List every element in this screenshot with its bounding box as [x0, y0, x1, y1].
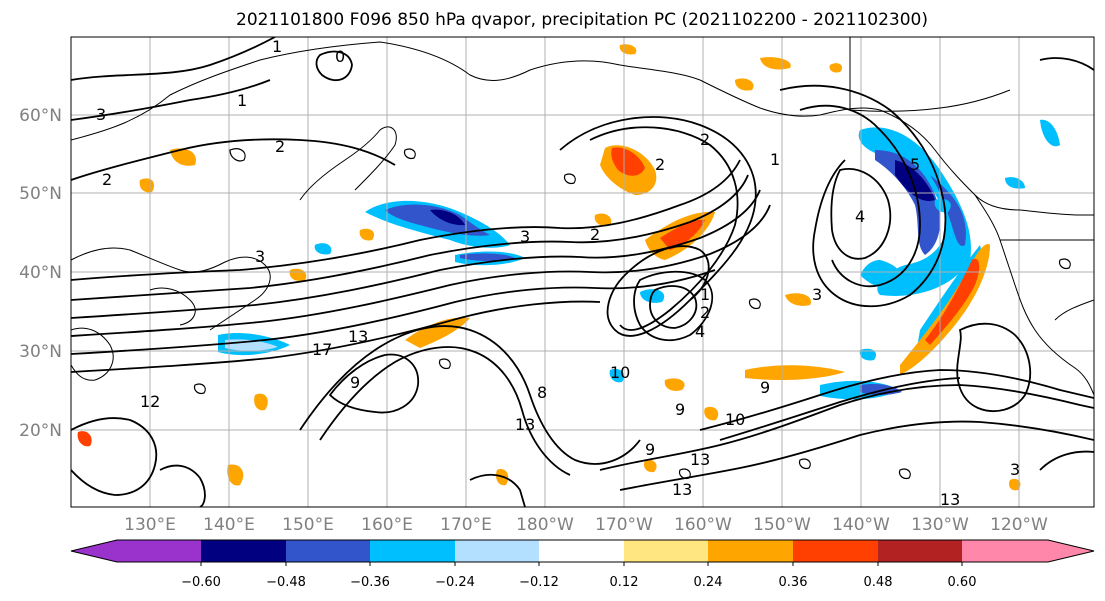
contour-label: 1 [770, 150, 780, 169]
colorbar-tick-label: −0.24 [435, 575, 475, 590]
colorbar-tick-label: −0.36 [350, 575, 390, 590]
contour-label: 8 [537, 383, 547, 402]
colorbar-segment [455, 540, 539, 562]
contour-label: 4 [855, 207, 865, 226]
latitude-labels: 60°N 50°N 40°N 30°N 20°N [19, 106, 62, 441]
contour-label: 3 [520, 227, 530, 246]
colorbar-segment [201, 540, 286, 562]
contour-label: 1 [272, 37, 282, 56]
lat-label: 50°N [19, 184, 62, 204]
contour-label: 3 [812, 285, 822, 304]
contour-label: 2 [275, 137, 285, 156]
colorbar-segment [71, 540, 201, 562]
colorbar-tick-label: −0.60 [181, 575, 221, 590]
contour-label: 2 [102, 170, 112, 189]
colorbar-segment [370, 540, 455, 562]
contour-label: 4 [695, 322, 705, 341]
lat-label: 40°N [19, 263, 62, 283]
colorbar-tick-label: 0.36 [779, 575, 808, 590]
contour-label: 2 [590, 225, 600, 244]
contour-label: 1 [700, 285, 710, 304]
lon-label: 130°W [911, 515, 969, 535]
map-title: 2021101800 F096 850 hPa qvapor, precipit… [236, 10, 928, 30]
contour-label: 10 [610, 363, 630, 382]
lon-label: 160°E [361, 515, 413, 535]
lon-label: 120°W [990, 515, 1048, 535]
contour-label: 9 [675, 400, 685, 419]
colorbar-segment [286, 540, 370, 562]
coastlines [71, 37, 1094, 396]
contour-label: 13 [940, 490, 960, 509]
contour-label: 9 [350, 373, 360, 392]
contour-label: 10 [725, 410, 745, 429]
contour-fragments [193, 148, 1071, 480]
contour-label: 17 [312, 340, 332, 359]
colorbar-tick-labels: −0.60 −0.48 −0.36 −0.24 −0.12 0.12 0.24 … [181, 575, 976, 590]
contour-label: 0 [335, 47, 345, 66]
colorbar-tick-label: −0.48 [266, 575, 306, 590]
contour-label: 2 [655, 155, 665, 174]
contour-label: 13 [515, 415, 535, 434]
contour-label: 2 [700, 130, 710, 149]
colorbar-tick-label: 0.12 [610, 575, 639, 590]
colorbar-segment [624, 540, 708, 562]
lat-label: 60°N [19, 106, 62, 126]
map-border [70, 36, 1095, 508]
colorbar-tick-label: 0.48 [864, 575, 893, 590]
contour-label: 3 [255, 247, 265, 266]
qvapor-contours [71, 37, 1094, 507]
contour-label: 9 [645, 440, 655, 459]
colorbar [70, 539, 1095, 566]
contour-label: 3 [1010, 460, 1020, 479]
lon-label: 160°W [674, 515, 732, 535]
lon-label: 150°E [282, 515, 334, 535]
colorbar-segment [793, 540, 878, 562]
colorbar-tick-label: 0.24 [694, 575, 723, 590]
contour-label: 3 [96, 105, 106, 124]
lon-label: 180°W [516, 515, 574, 535]
colorbar-segment [708, 540, 793, 562]
contour-label: 1 [237, 91, 247, 110]
contour-label: 13 [672, 480, 692, 499]
contour-labels: 1 0 1 3 2 1 2 3 3 2 2 2 1 2 4 4 3 5 17 1… [96, 37, 1020, 509]
colorbar-segment [539, 540, 624, 562]
lat-label: 20°N [19, 421, 62, 441]
lon-label: 170°W [595, 515, 653, 535]
contour-label: 9 [760, 378, 770, 397]
contour-label: 12 [140, 392, 160, 411]
lon-label: 140°W [832, 515, 890, 535]
graticule [71, 37, 1094, 507]
lon-label: 150°W [753, 515, 811, 535]
precip-shading [77, 44, 1060, 491]
colorbar-tick-label: 0.60 [948, 575, 977, 590]
contour-label: 5 [910, 155, 920, 174]
colorbar-outline [70, 539, 1095, 563]
colorbar-segment [878, 540, 962, 562]
contour-label: 13 [690, 450, 710, 469]
colorbar-segment [962, 540, 1094, 562]
lon-label: 140°E [203, 515, 255, 535]
colorbar-tick-label: −0.12 [519, 575, 559, 590]
contour-label: 2 [700, 303, 710, 322]
lat-label: 30°N [19, 342, 62, 362]
contour-label: 13 [348, 327, 368, 346]
lon-label: 130°E [124, 515, 176, 535]
lon-label: 170°E [440, 515, 492, 535]
longitude-labels: 130°E 140°E 150°E 160°E 170°E 180°W 170°… [124, 515, 1048, 535]
